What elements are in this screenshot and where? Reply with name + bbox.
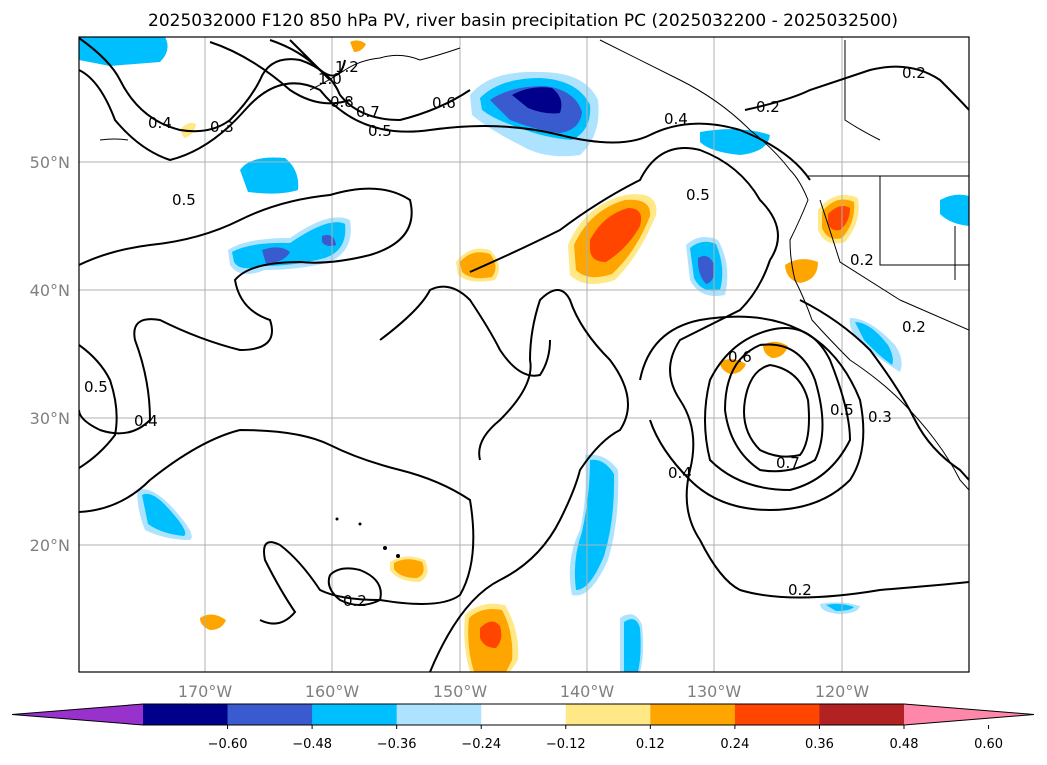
colorbar-segment <box>481 704 567 725</box>
pos-anomaly-region <box>350 40 366 52</box>
contour-label: 0.4 <box>668 464 692 482</box>
colorbar-tick-label: 0.60 <box>974 737 1003 752</box>
colorbar-segment <box>650 704 736 725</box>
neg-anomaly-region <box>142 493 186 536</box>
neg-anomaly-region <box>240 157 299 194</box>
colorbar-segment <box>227 704 313 725</box>
neg-anomaly-region <box>512 87 562 114</box>
contour-label: 0.7 <box>776 454 800 472</box>
contour-label: 0.5 <box>84 378 108 396</box>
pos-anomaly-region <box>460 252 496 279</box>
contour-label: 0.3 <box>868 408 892 426</box>
map-frame <box>78 36 970 673</box>
colorbar-segment <box>396 704 482 725</box>
pos-anomaly-region <box>480 621 502 648</box>
contour-labels: 1.2 1.0 0.8 0.7 0.6 0.5 0.4 0.3 0.5 0.5 … <box>84 58 926 610</box>
colorbar-segment <box>565 704 651 725</box>
colorbar-tick-label: −0.48 <box>292 737 332 752</box>
contour-label: 1.0 <box>318 70 342 88</box>
contour-label: 0.4 <box>148 114 172 132</box>
contour-label: 0.5 <box>830 401 854 419</box>
contour-label: 0.2 <box>788 581 812 599</box>
colorbar-segment <box>143 704 229 725</box>
contour-label: 0.2 <box>343 592 367 610</box>
colorbar-extend-min <box>12 704 143 725</box>
contour-label: 0.2 <box>756 98 780 116</box>
pos-anomaly-region <box>590 208 642 262</box>
colorbar-tick-label: 0.12 <box>636 737 665 752</box>
colorbar-tick-label: −0.12 <box>546 737 586 752</box>
colorbar-tick-label: 0.48 <box>890 737 919 752</box>
neg-anomaly-region <box>574 459 615 590</box>
colorbar-segment <box>819 704 905 725</box>
contour-label: 0.6 <box>728 348 752 366</box>
contour-label: 0.6 <box>432 94 456 112</box>
islands <box>335 517 400 558</box>
precip-shading <box>79 37 969 672</box>
neg-anomaly-region <box>940 194 969 226</box>
lat-label: 40°N <box>30 281 70 300</box>
pos-anomaly-region <box>828 206 850 231</box>
colorbar: −0.60 −0.48 −0.36 −0.24 −0.12 0.12 0.24 0.36 0.4… <box>11 703 1035 752</box>
contour-label: 0.7 <box>356 103 380 121</box>
lat-label: 50°N <box>30 153 70 172</box>
contour-label: 0.8 <box>330 93 354 111</box>
contour-label: 0.2 <box>850 251 874 269</box>
colorbar-outline <box>11 703 1035 726</box>
lat-label: 30°N <box>30 409 70 428</box>
neg-anomaly-region <box>855 322 893 365</box>
neg-anomaly-region <box>624 619 641 672</box>
lon-label: 140°W <box>560 682 615 701</box>
contour-label: 0.5 <box>368 122 392 140</box>
contour-label: 0.5 <box>172 191 196 209</box>
coastlines <box>99 39 969 491</box>
contour-label: 0.3 <box>210 118 234 136</box>
figure-title: 2025032000 F120 850 hPa PV, river basin … <box>148 11 898 31</box>
lon-label: 160°W <box>305 682 360 701</box>
map-area: 1.2 1.0 0.8 0.7 0.6 0.5 0.4 0.3 0.5 0.5 … <box>79 37 969 672</box>
colorbar-tick-label: −0.36 <box>377 737 417 752</box>
colorbar-tick-label: 0.24 <box>720 737 749 752</box>
colorbar-segment <box>312 704 398 725</box>
colorbar-tick-label: 0.36 <box>805 737 834 752</box>
colorbar-extend-max <box>904 704 1034 725</box>
lon-label: 170°W <box>178 682 233 701</box>
neg-anomaly-region <box>826 603 854 611</box>
lon-label: 130°W <box>687 682 742 701</box>
colorbar-tick-label: −0.60 <box>208 737 248 752</box>
contour-label: 0.2 <box>902 318 926 336</box>
neg-anomaly-region <box>698 256 715 284</box>
colorbar-tick-label: −0.24 <box>461 737 501 752</box>
pv-contours <box>79 37 969 672</box>
contour-label: 0.5 <box>686 186 710 204</box>
lat-label: 20°N <box>30 536 70 555</box>
pos-anomaly-region <box>720 358 746 374</box>
pos-anomaly-region <box>394 559 424 578</box>
neg-anomaly-region <box>79 37 168 66</box>
neg-anomaly-region <box>262 247 290 264</box>
contour-label: 0.4 <box>664 110 688 128</box>
neg-anomaly-region <box>232 222 346 269</box>
contour-label: 1.2 <box>335 58 359 76</box>
contour-label: 0.2 <box>902 64 926 82</box>
pos-anomaly-region <box>785 259 818 283</box>
lon-label: 150°W <box>433 682 488 701</box>
colorbar-segment <box>734 704 820 725</box>
lon-labels: 170°W 160°W 150°W 140°W 130°W 120°W <box>178 682 870 701</box>
gridlines <box>79 37 969 672</box>
contour-label: 0.4 <box>134 412 158 430</box>
lat-labels: 50°N 40°N 30°N 20°N <box>30 153 70 555</box>
pos-anomaly-region <box>200 614 226 630</box>
lon-label: 120°W <box>815 682 870 701</box>
